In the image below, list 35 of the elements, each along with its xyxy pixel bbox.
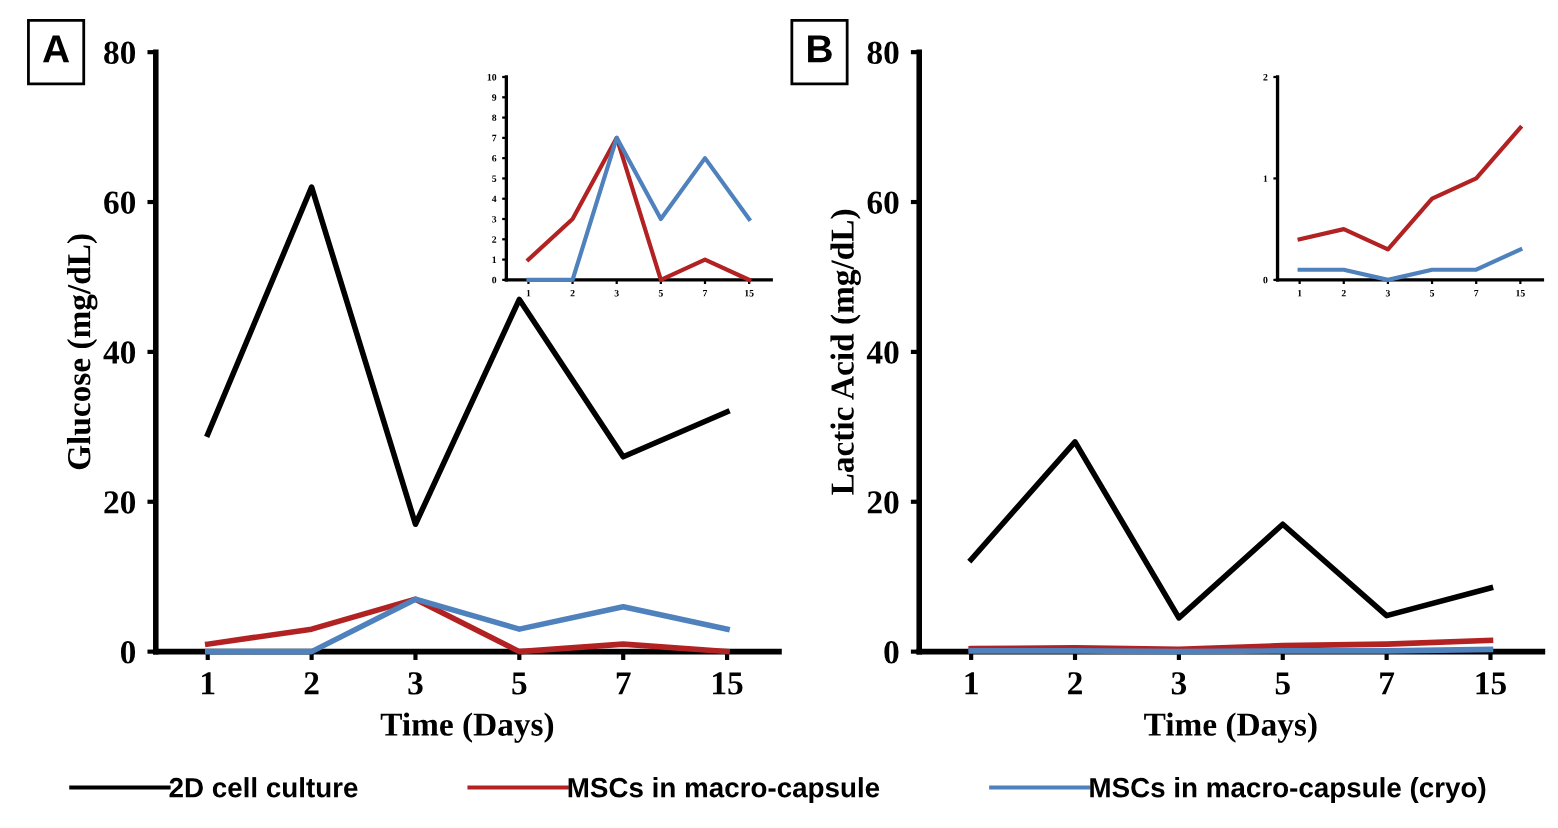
y-tick-label: 0 bbox=[884, 641, 899, 664]
x-tick-label: 3 bbox=[408, 672, 423, 695]
line-series bbox=[968, 439, 1494, 621]
x-tick-label: 3 bbox=[1171, 672, 1187, 695]
x-tick-label: 2 bbox=[304, 672, 319, 695]
y-tick-label: 40 bbox=[103, 341, 136, 364]
y-tick-label: 0 bbox=[120, 641, 136, 664]
x-tick-label: 2 bbox=[1068, 672, 1082, 695]
line-series bbox=[204, 596, 730, 655]
chart-title: B bbox=[808, 35, 832, 63]
legend-label: 2D cell culture bbox=[169, 777, 358, 798]
y-tick-label: 20 bbox=[104, 491, 136, 514]
x-tick-label: 7 bbox=[1380, 672, 1395, 695]
y-tick-label: 40 bbox=[866, 341, 899, 364]
x-axis-title: Time (Days) bbox=[380, 712, 554, 743]
y-axis-title: Lactic Acid (mg/dL) bbox=[830, 209, 861, 495]
y-tick-label: 80 bbox=[104, 41, 136, 65]
x-tick-label: 15 bbox=[1476, 672, 1506, 695]
line-series bbox=[526, 135, 752, 282]
y-tick-label: 80 bbox=[867, 41, 899, 65]
line-series bbox=[1297, 125, 1523, 252]
x-tick-label: 15 bbox=[713, 672, 743, 695]
legend-label: MSCs in macro-capsule bbox=[568, 777, 880, 803]
y-tick-label: 20 bbox=[867, 491, 899, 514]
line-series bbox=[204, 184, 730, 528]
x-tick-label: 1 bbox=[202, 672, 215, 695]
y-tick-label: 60 bbox=[104, 191, 136, 214]
x-tick-label: 7 bbox=[616, 672, 631, 695]
y-tick-label: 60 bbox=[867, 191, 899, 214]
x-axis-title: Time (Days) bbox=[1144, 712, 1317, 743]
y-axis-title: Glucose (mg/dL) bbox=[66, 234, 98, 470]
x-tick-label: 5 bbox=[512, 672, 527, 695]
chart-title: A bbox=[43, 35, 70, 63]
x-tick-label: 1 bbox=[965, 672, 978, 695]
legend-label: MSCs in macro-capsule (cryo) bbox=[1090, 777, 1486, 803]
